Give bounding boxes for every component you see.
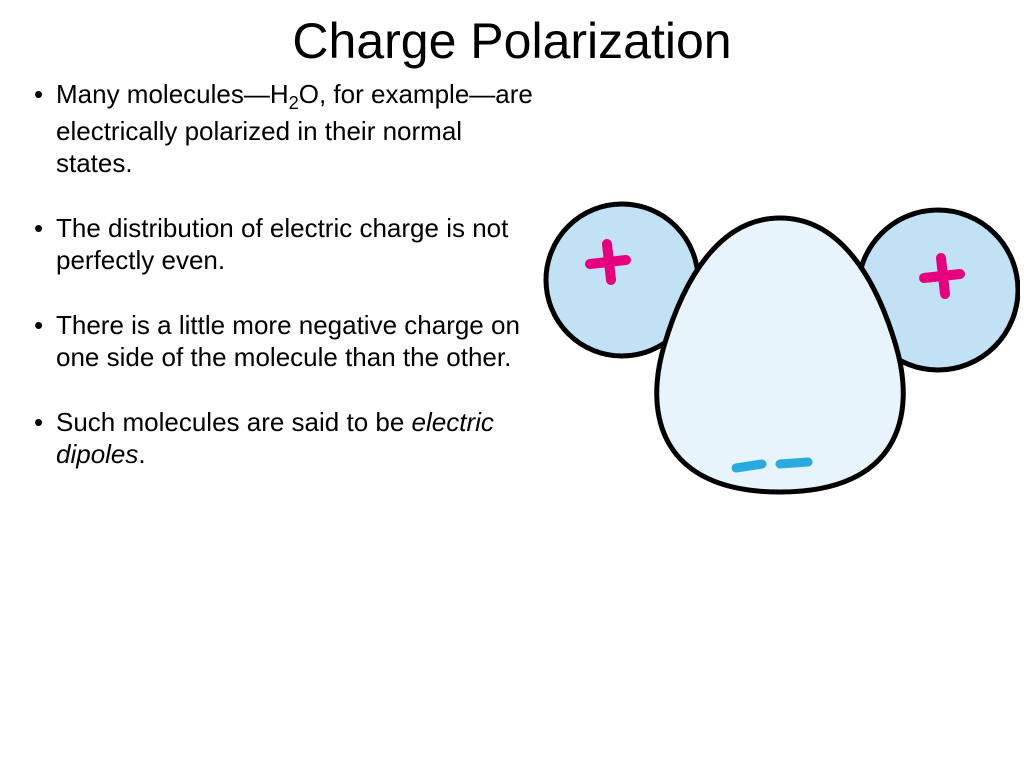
bullet-1: Many molecules—H2O, for example—are elec…	[30, 78, 540, 180]
bullet-list: Many molecules—H2O, for example—are elec…	[30, 78, 540, 503]
bullet-3-text: There is a little more negative charge o…	[56, 310, 520, 373]
bullet-1-sub: 2	[289, 93, 299, 113]
bullet-4-pre: Such molecules are said to be	[56, 407, 412, 437]
molecule-diagram	[540, 180, 1020, 520]
bullet-1-pre: Many molecules—H	[56, 79, 289, 109]
page-title: Charge Polarization	[0, 0, 1024, 78]
bullet-2-text: The distribution of electric charge is n…	[56, 213, 508, 276]
bullet-3: There is a little more negative charge o…	[30, 309, 540, 374]
bullet-2: The distribution of electric charge is n…	[30, 212, 540, 277]
bullet-4-post: .	[138, 439, 145, 469]
bullet-4: Such molecules are said to be electric d…	[30, 406, 540, 471]
